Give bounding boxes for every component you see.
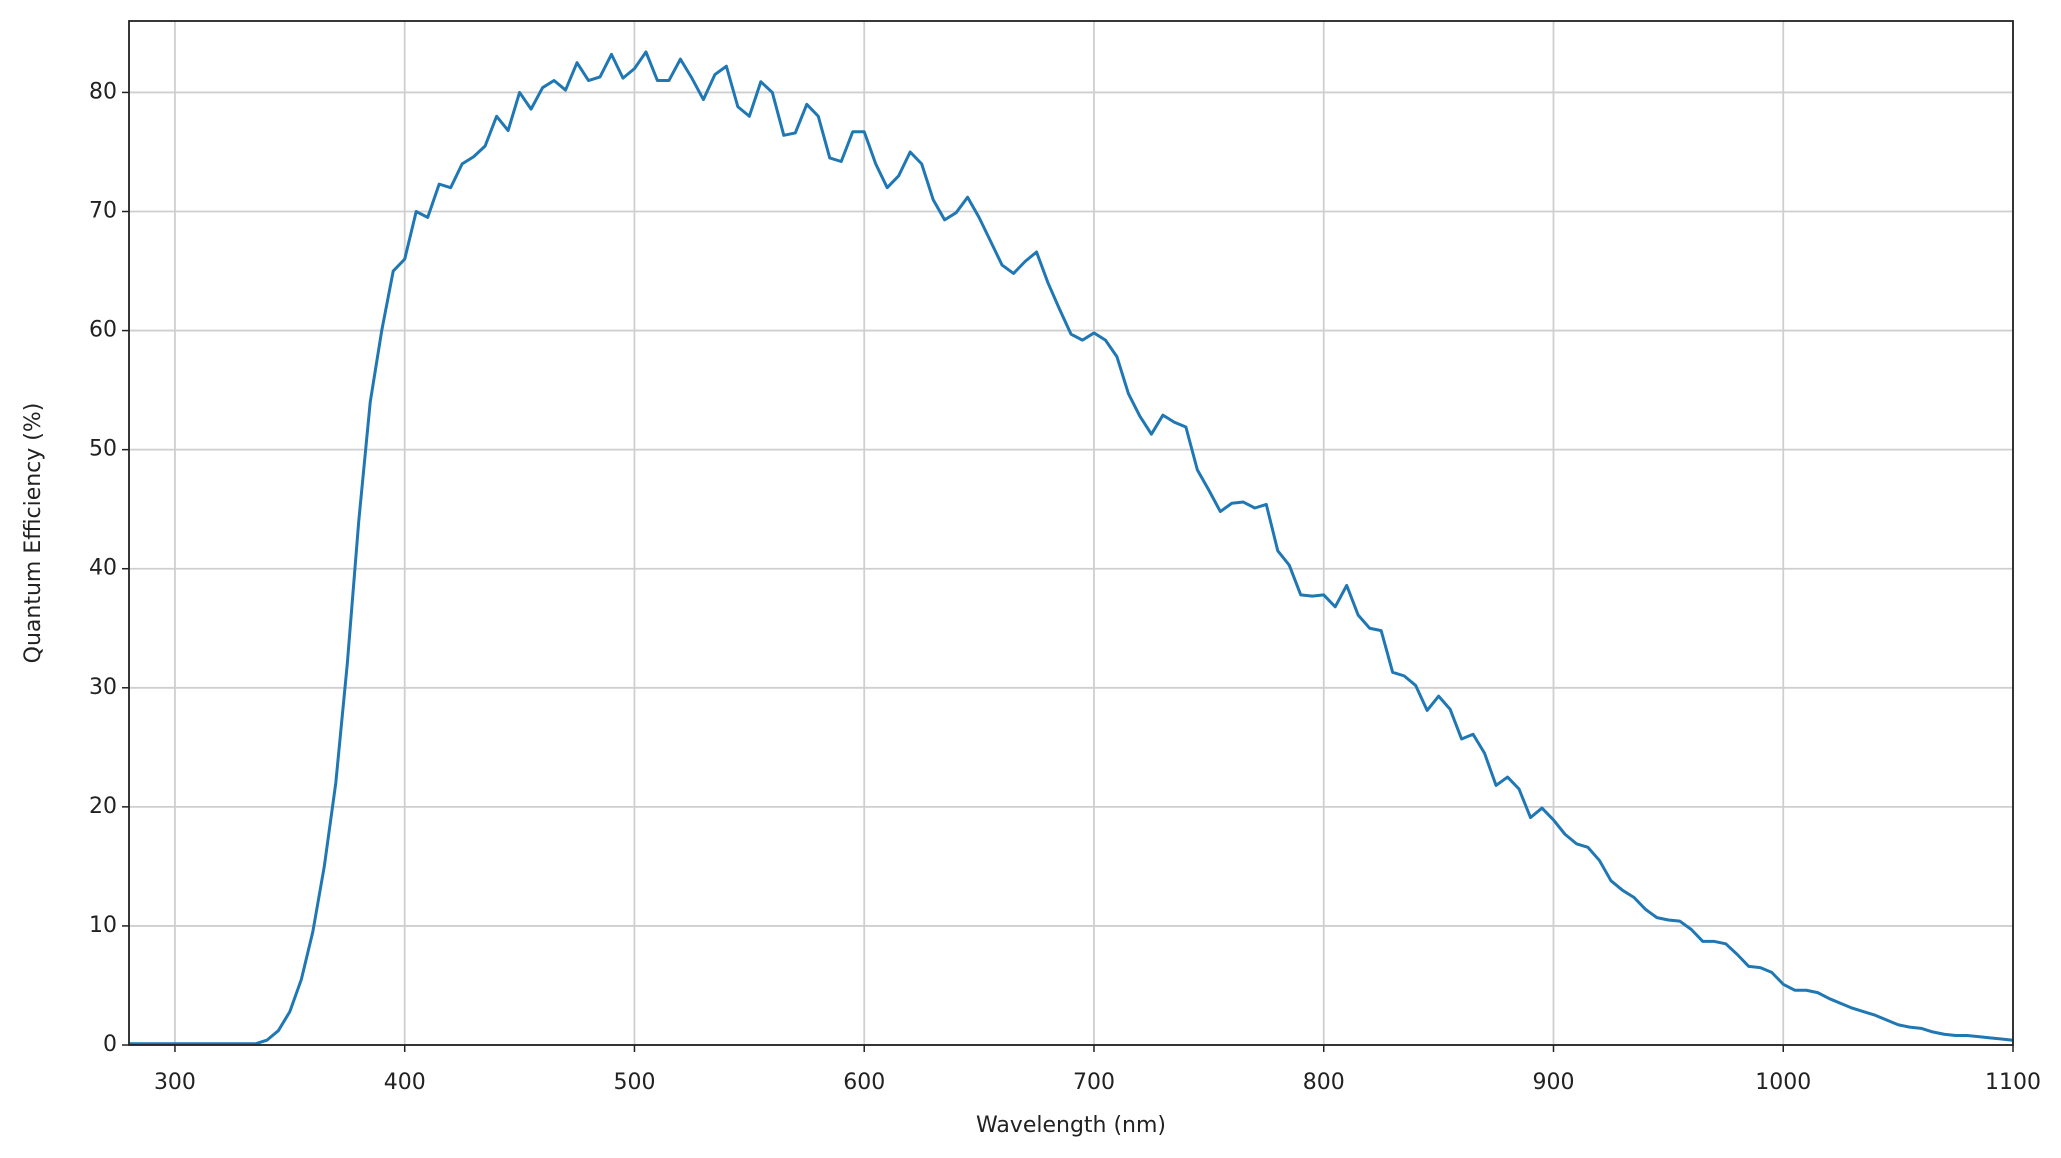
y-tick-label: 40 — [89, 556, 117, 581]
y-tick-label: 80 — [89, 79, 117, 104]
data-line — [129, 50, 2014, 1046]
y-tick-label: 10 — [89, 913, 117, 938]
x-tick-label: 700 — [1073, 1070, 1115, 1095]
x-tick-label: 600 — [843, 1070, 885, 1095]
x-tick-label: 1100 — [1985, 1070, 2041, 1095]
x-tick-label: 800 — [1303, 1070, 1345, 1095]
x-tick-label: 500 — [613, 1070, 655, 1095]
y-tick-label: 50 — [89, 437, 117, 462]
y-tick-label: 0 — [103, 1032, 117, 1057]
x-tick-label: 400 — [384, 1070, 426, 1095]
x-tick-label: 1000 — [1755, 1070, 1811, 1095]
y-tick-label: 20 — [89, 794, 117, 819]
x-axis-label: Wavelength (nm) — [976, 1113, 1166, 1138]
y-tick-label: 30 — [89, 675, 117, 700]
y-tick-label: 60 — [89, 318, 117, 343]
x-tick-label: 300 — [154, 1070, 196, 1095]
plot-frame — [128, 20, 2014, 1046]
y-axis-label: Quantum Efficiency (%) — [21, 403, 46, 664]
y-tick-label: 70 — [89, 199, 117, 224]
x-tick-label: 900 — [1532, 1070, 1574, 1095]
